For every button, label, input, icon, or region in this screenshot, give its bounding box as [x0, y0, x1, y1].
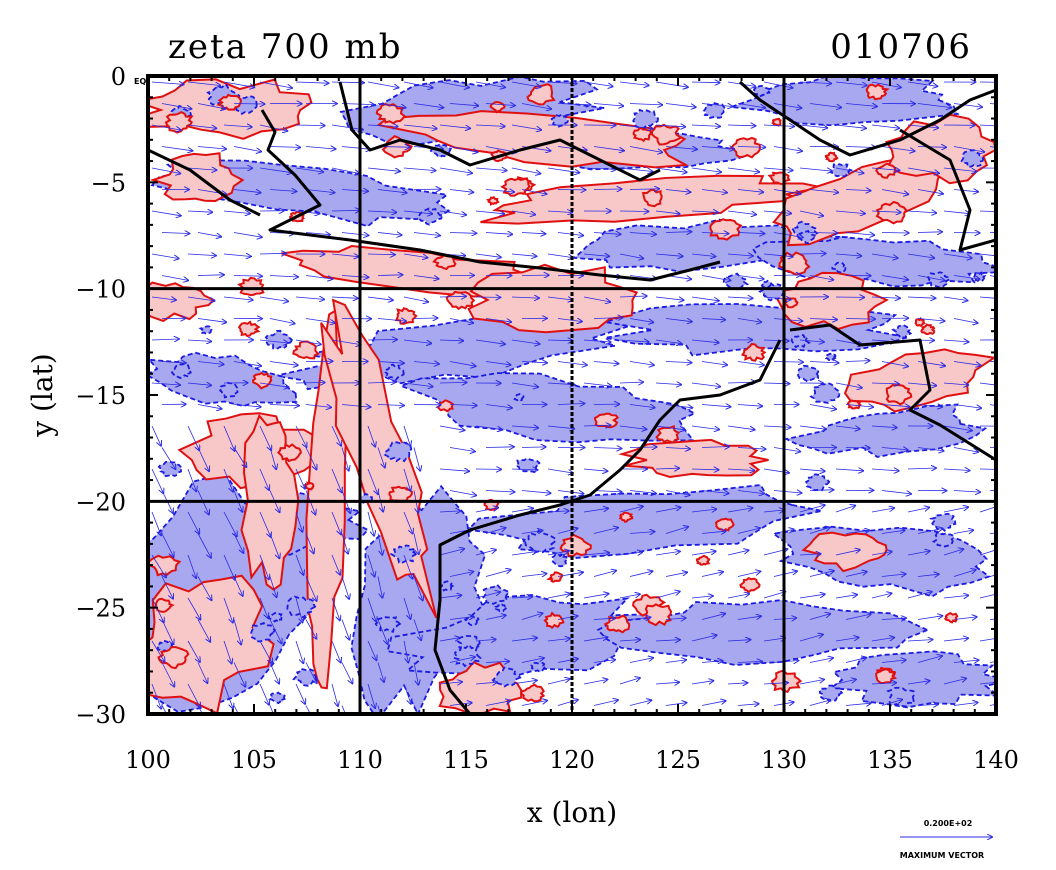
wind-vector [234, 104, 265, 105]
y-tick-labels: 0 −5 −10 −15 −20 −25 −30 [75, 63, 126, 729]
y-tick-label: −15 [75, 382, 126, 410]
small-contour [773, 119, 781, 126]
reference-vector-value: 0.200E+02 [924, 819, 973, 828]
small-contour [396, 308, 416, 324]
small-contour [305, 483, 313, 490]
x-tick-label: 110 [337, 746, 383, 774]
y-tick-label: −20 [75, 488, 126, 516]
x-tick-label: 100 [125, 746, 171, 774]
wind-vector [296, 383, 325, 384]
x-tick-label: 120 [549, 746, 595, 774]
small-contour [634, 128, 651, 141]
small-contour [888, 688, 914, 707]
wind-vector [414, 318, 437, 319]
small-contour [826, 354, 836, 361]
x-tick-label: 130 [761, 746, 807, 774]
reference-vector-label: MAXIMUM VECTOR [900, 851, 984, 860]
small-contour [916, 319, 925, 326]
x-tick-label: 115 [443, 746, 489, 774]
wind-vector [594, 189, 621, 190]
small-contour [502, 179, 529, 196]
small-contour [784, 298, 797, 307]
x-axis-label: x (lon) [527, 796, 617, 829]
x-tick-label: 140 [973, 746, 1019, 774]
chart-date: 010706 [830, 27, 972, 67]
wind-vector [800, 254, 826, 255]
x-tick-labels: 100 105 110 115 120 125 130 135 140 [125, 746, 1019, 774]
small-contour [496, 604, 506, 611]
wind-vector [368, 340, 397, 341]
x-tick-label: 105 [231, 746, 277, 774]
plot-area [68, 67, 1019, 746]
y-tick-label: −30 [75, 701, 126, 729]
chart-title: zeta 700 mb [168, 27, 402, 67]
wind-vector [846, 448, 870, 449]
reference-vector-key: 0.200E+02 MAXIMUM VECTOR [900, 819, 992, 860]
wind-vector [882, 233, 909, 234]
small-contour [438, 400, 453, 411]
equator-label: EQ [134, 77, 146, 86]
y-tick-label: −10 [75, 276, 126, 304]
small-contour [239, 278, 263, 295]
small-contour [515, 394, 524, 401]
small-contour [646, 604, 671, 625]
y-tick-label: 0 [111, 63, 126, 91]
y-tick-label: −25 [75, 595, 126, 623]
wind-vector [620, 211, 648, 212]
small-contour [876, 669, 895, 683]
x-tick-label: 135 [867, 746, 913, 774]
x-tick-label: 125 [655, 746, 701, 774]
y-axis-label: y (lat) [26, 353, 59, 437]
y-tick-label: −5 [91, 169, 126, 197]
